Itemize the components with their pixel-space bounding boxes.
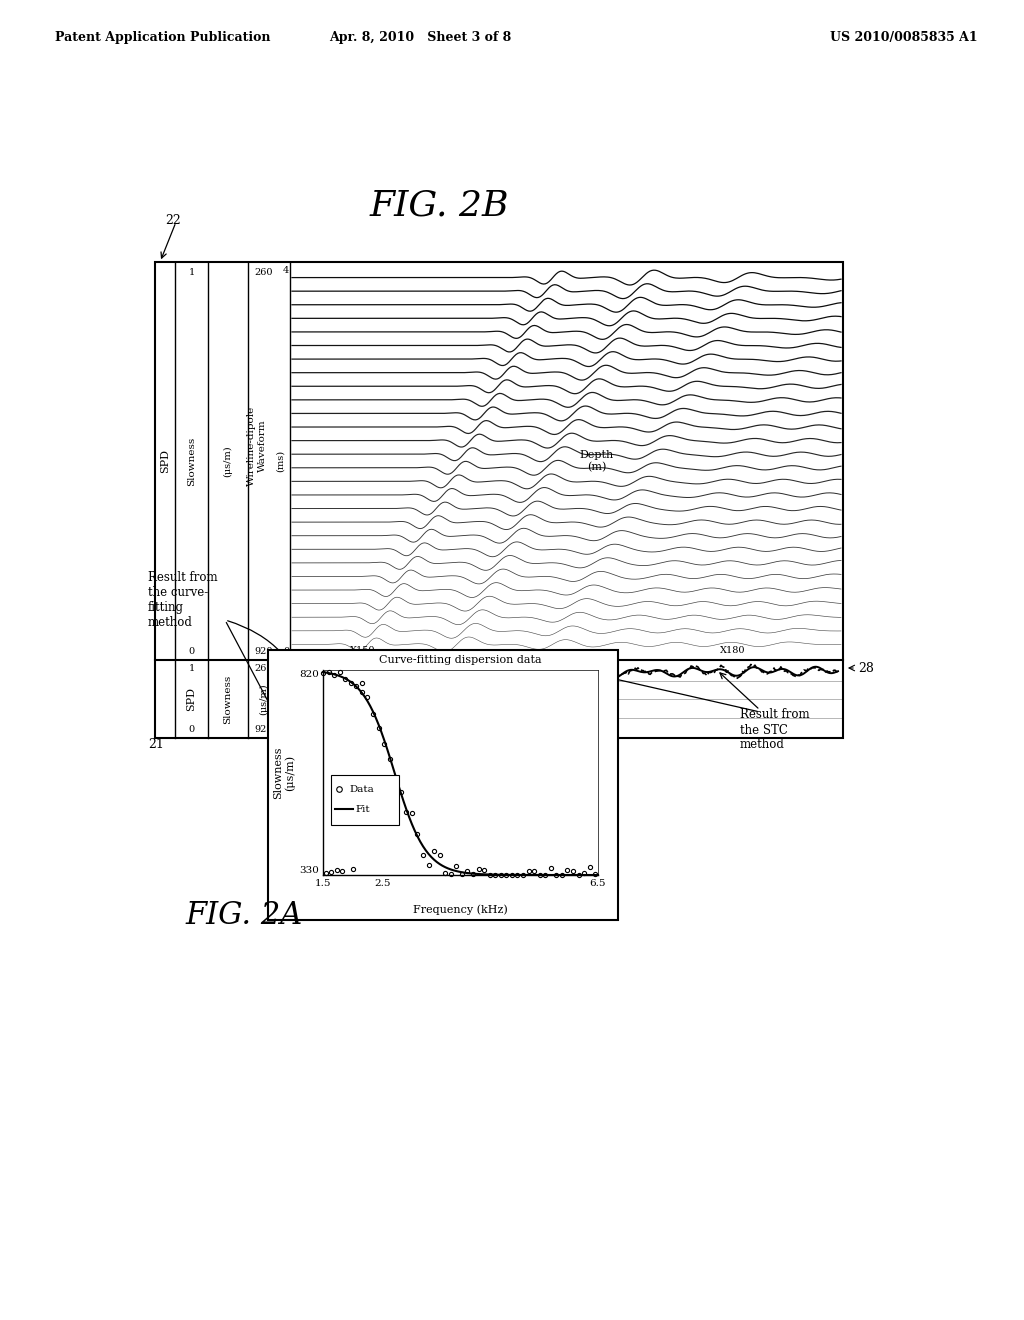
Text: Slowness
(μs/m): Slowness (μs/m)	[272, 746, 295, 799]
Text: Result from
the curve-
fitting
method: Result from the curve- fitting method	[148, 572, 218, 630]
Text: (μs/m): (μs/m)	[259, 684, 268, 715]
Text: (ms): (ms)	[275, 450, 285, 473]
Text: 260: 260	[255, 268, 273, 277]
Text: FIG. 2B: FIG. 2B	[370, 187, 510, 222]
Text: 0: 0	[188, 647, 195, 656]
Text: Patent Application Publication: Patent Application Publication	[55, 30, 270, 44]
Text: Slowness: Slowness	[223, 675, 232, 723]
Text: 0: 0	[188, 725, 195, 734]
Text: Result from
the STC
method: Result from the STC method	[740, 709, 810, 751]
Text: 1: 1	[188, 664, 195, 673]
Text: SPD: SPD	[186, 686, 197, 711]
Text: Slowness: Slowness	[187, 437, 196, 486]
Text: 1.5: 1.5	[314, 879, 331, 888]
Text: SPD: SPD	[160, 449, 170, 473]
Text: 22: 22	[165, 214, 181, 227]
Bar	[268, 649, 618, 920]
Text: 330: 330	[299, 866, 319, 875]
Text: Wireline-dipole
Waveform: Wireline-dipole Waveform	[248, 405, 266, 486]
Text: 920: 920	[255, 725, 273, 734]
Text: 6.5: 6.5	[590, 879, 606, 888]
Text: (μs/m): (μs/m)	[223, 445, 232, 477]
Text: 920: 920	[255, 647, 273, 656]
Text: 21: 21	[148, 738, 164, 751]
Text: Depth
(m): Depth (m)	[580, 450, 613, 473]
Text: X180: X180	[720, 645, 745, 655]
Text: 0: 0	[283, 647, 289, 656]
Text: X150: X150	[350, 645, 376, 655]
Bar	[155, 261, 843, 738]
Text: Data: Data	[349, 784, 374, 793]
Text: Fit: Fit	[355, 804, 370, 813]
Bar	[331, 775, 399, 825]
Text: Curve-fitting dispersion data: Curve-fitting dispersion data	[379, 655, 542, 665]
Text: 1: 1	[188, 268, 195, 277]
Text: US 2010/0085835 A1: US 2010/0085835 A1	[830, 30, 978, 44]
Text: Apr. 8, 2010   Sheet 3 of 8: Apr. 8, 2010 Sheet 3 of 8	[329, 30, 511, 44]
Text: Frequency (kHz): Frequency (kHz)	[413, 904, 508, 915]
Text: 820: 820	[299, 671, 319, 678]
Text: FIG. 2A: FIG. 2A	[185, 900, 302, 931]
Text: 28: 28	[858, 661, 873, 675]
Text: 2.5: 2.5	[375, 879, 391, 888]
Text: 260: 260	[255, 664, 273, 673]
Text: 4: 4	[283, 267, 289, 275]
